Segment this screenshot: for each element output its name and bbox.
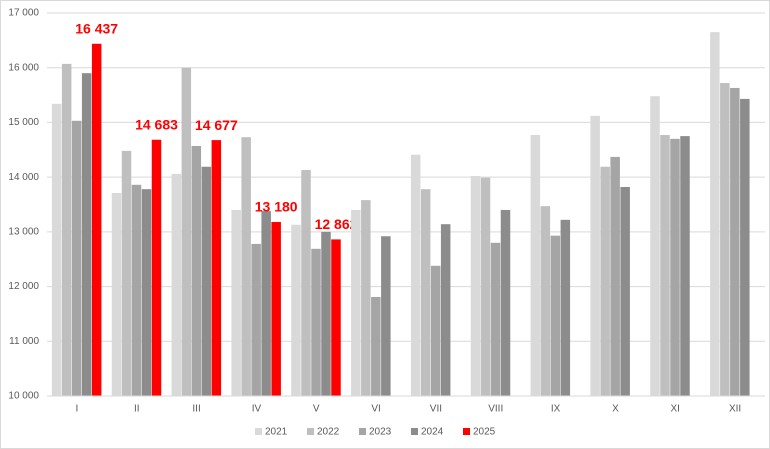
x-tick-label: VII	[430, 404, 442, 415]
bar	[121, 150, 132, 396]
x-tick-label: I	[76, 404, 79, 415]
bar	[710, 32, 720, 397]
bar	[610, 156, 620, 396]
y-tick-label: 15 000	[8, 117, 39, 128]
bar	[680, 136, 690, 396]
bar	[420, 189, 431, 396]
bar	[81, 73, 92, 396]
bar	[141, 189, 152, 396]
legend-label: 2024	[421, 427, 444, 438]
bar	[620, 186, 630, 396]
legend-label: 2022	[317, 427, 340, 438]
bar	[590, 115, 600, 396]
bar	[440, 224, 451, 396]
x-tick-label: V	[313, 404, 320, 415]
y-tick-label: 11 000	[9, 336, 39, 347]
x-tick-label: VI	[371, 404, 380, 415]
bar	[191, 145, 202, 396]
bar	[61, 63, 72, 397]
bar	[151, 139, 162, 396]
y-tick-label: 13 000	[8, 226, 39, 237]
x-tick-label: VIII	[488, 404, 503, 415]
bar	[720, 83, 730, 396]
value-label: 14 677	[195, 117, 238, 133]
bar	[231, 209, 241, 396]
bar	[201, 166, 212, 396]
bar	[111, 193, 122, 396]
bar	[131, 184, 142, 396]
bar	[181, 67, 192, 396]
y-tick-label: 12 000	[8, 281, 39, 292]
bar	[550, 235, 561, 396]
bar	[291, 224, 301, 396]
bar	[540, 206, 551, 396]
x-tick-label: IX	[551, 404, 561, 415]
bar	[271, 222, 281, 396]
bar	[490, 242, 501, 396]
bar	[480, 177, 491, 396]
x-tick-label: XI	[671, 404, 680, 415]
bar	[261, 211, 271, 396]
legend-swatch	[359, 428, 366, 435]
bar	[670, 138, 680, 397]
legend-swatch	[255, 428, 262, 435]
bar	[301, 170, 311, 396]
value-label: 13 180	[255, 199, 298, 215]
bar	[211, 140, 222, 396]
legend-swatch	[307, 428, 314, 435]
value-label: 16 437	[75, 21, 118, 37]
legend-label: 2023	[369, 427, 392, 438]
legend-label: 2021	[265, 427, 288, 438]
bar	[381, 236, 391, 396]
y-tick-label: 10 000	[8, 391, 39, 402]
value-label: 14 683	[135, 116, 178, 132]
x-tick-label: XII	[729, 404, 741, 415]
y-tick-label: 16 000	[8, 62, 39, 73]
bar	[91, 43, 102, 397]
bar	[351, 209, 361, 396]
legend-swatch	[463, 428, 470, 435]
legend-label: 2025	[473, 427, 496, 438]
bar	[430, 265, 441, 396]
bar	[361, 200, 371, 396]
bar	[321, 231, 331, 396]
bar	[171, 173, 182, 396]
bar	[530, 135, 541, 396]
bar	[650, 96, 660, 396]
value-label: 12 862	[315, 216, 358, 232]
bar	[410, 154, 421, 396]
bar	[241, 137, 251, 397]
bar	[660, 135, 670, 396]
bar	[251, 243, 261, 396]
bar	[730, 87, 740, 397]
legend-swatch	[411, 428, 418, 435]
bar	[560, 219, 571, 396]
bar	[331, 239, 341, 396]
bar	[51, 103, 62, 396]
x-tick-label: II	[134, 404, 140, 415]
y-tick-label: 14 000	[8, 172, 39, 183]
x-tick-label: IV	[252, 404, 262, 415]
bar	[600, 166, 610, 396]
x-tick-label: III	[192, 404, 200, 415]
bar	[311, 248, 321, 396]
bar	[470, 176, 481, 396]
bar	[500, 209, 511, 396]
bar	[371, 296, 381, 396]
x-tick-label: X	[612, 404, 619, 415]
bar	[71, 120, 82, 396]
y-tick-label: 17 000	[8, 8, 39, 19]
bar	[740, 98, 750, 396]
